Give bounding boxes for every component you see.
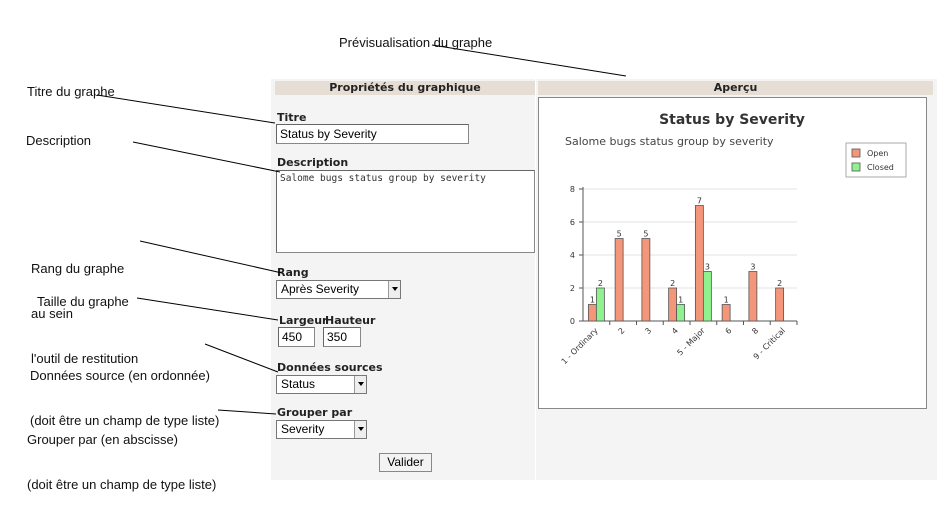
rank-select[interactable]: Après Severity bbox=[276, 280, 401, 299]
group-select-value: Severity bbox=[281, 422, 325, 436]
annotation-title: Titre du graphe bbox=[27, 84, 115, 99]
bar-open bbox=[775, 287, 785, 322]
group-label: Grouper par bbox=[277, 406, 353, 419]
y-tick-label: 4 bbox=[570, 251, 575, 260]
x-tick-label: 8 bbox=[750, 326, 760, 336]
rank-label: Rang bbox=[277, 266, 309, 279]
y-tick-label: 8 bbox=[570, 185, 575, 194]
leader-size bbox=[136, 297, 279, 321]
annotation-rank-line1: Rang du graphe bbox=[31, 261, 125, 276]
bar-closed bbox=[676, 304, 686, 322]
chevron-down-icon[interactable] bbox=[388, 281, 400, 298]
height-label: Hauteur bbox=[325, 314, 376, 327]
x-tick-label: 3 bbox=[643, 326, 653, 336]
group-select[interactable]: Severity bbox=[276, 420, 367, 439]
chevron-down-icon[interactable] bbox=[354, 376, 366, 393]
data-label: 5 bbox=[643, 230, 648, 239]
annotation-group-line1: Grouper par (en abscisse) bbox=[27, 432, 179, 447]
annotation-group: Grouper par (en abscisse) (doit être un … bbox=[27, 402, 216, 507]
data-label: 1 bbox=[590, 296, 595, 305]
bar-closed bbox=[702, 271, 712, 322]
x-tick-label: 4 bbox=[670, 326, 680, 336]
bar-open bbox=[614, 238, 624, 322]
x-tick-label: 1 - Ordinary bbox=[560, 326, 600, 366]
legend-swatch-closed bbox=[851, 162, 861, 172]
source-select[interactable]: Status bbox=[276, 375, 367, 394]
chart-title: Status by Severity bbox=[659, 112, 805, 128]
annotation-size: Taille du graphe bbox=[37, 294, 129, 309]
title-label: Titre bbox=[277, 111, 307, 124]
annotation-group-line2: (doit être un champ de type liste) bbox=[27, 477, 217, 492]
source-select-value: Status bbox=[281, 377, 316, 391]
x-tick-label: 6 bbox=[724, 326, 734, 336]
bar-open bbox=[721, 304, 731, 322]
annotation-description: Description bbox=[26, 133, 92, 148]
data-label: 2 bbox=[777, 279, 782, 288]
data-label: 3 bbox=[705, 263, 710, 272]
leader-description bbox=[132, 141, 281, 173]
annotation-rank-line3: l'outil de restitution bbox=[31, 351, 139, 366]
chart-subtitle: Salome bugs status group by severity bbox=[565, 135, 774, 148]
legend-swatch-open bbox=[851, 148, 861, 158]
leader-rank bbox=[139, 240, 283, 274]
y-tick-label: 0 bbox=[570, 317, 575, 326]
properties-panel bbox=[271, 79, 535, 480]
leader-group bbox=[217, 409, 277, 415]
leader-title bbox=[96, 94, 276, 124]
legend-label-closed: Closed bbox=[867, 163, 894, 172]
bar-closed bbox=[595, 287, 605, 322]
x-tick-label: 2 bbox=[617, 326, 627, 336]
data-label: 3 bbox=[750, 263, 755, 272]
annotation-rank: Rang du graphe au sein l'outil de restit… bbox=[31, 231, 138, 381]
bar-open bbox=[668, 287, 678, 322]
title-input[interactable]: Status by Severity bbox=[276, 124, 469, 144]
data-label: 1 bbox=[724, 296, 729, 305]
preview-header: Aperçu bbox=[538, 81, 933, 95]
chart-preview: Status by Severity Salome bugs status gro… bbox=[538, 97, 927, 409]
y-tick-label: 6 bbox=[570, 218, 575, 227]
data-label: 1 bbox=[678, 296, 683, 305]
source-label: Données sources bbox=[277, 361, 383, 374]
annotation-rank-line2: au sein bbox=[31, 306, 73, 321]
annotation-source: Données source (en ordonnée) (doit être … bbox=[30, 338, 219, 443]
properties-header: Propriétés du graphique bbox=[275, 81, 535, 95]
data-label: 2 bbox=[670, 279, 675, 288]
width-input[interactable]: 450 bbox=[278, 327, 315, 347]
chevron-down-icon[interactable] bbox=[354, 421, 366, 438]
data-label: 5 bbox=[617, 230, 622, 239]
description-label: Description bbox=[277, 156, 349, 169]
bar-open bbox=[694, 205, 704, 322]
rank-select-value: Après Severity bbox=[281, 282, 360, 296]
bar-open bbox=[641, 238, 651, 322]
annotation-source-line1: Données source (en ordonnée) bbox=[30, 368, 210, 383]
submit-button[interactable]: Valider bbox=[379, 453, 432, 472]
width-label: Largeur bbox=[279, 314, 328, 327]
data-label: 2 bbox=[598, 279, 603, 288]
bar-open bbox=[748, 271, 758, 322]
description-textarea[interactable]: Salome bugs status group by severity bbox=[276, 170, 535, 253]
annotation-source-line2: (doit être un champ de type liste) bbox=[30, 413, 220, 428]
x-tick-label: 5 - Major bbox=[675, 326, 707, 358]
legend-label-open: Open bbox=[867, 149, 888, 158]
data-label: 7 bbox=[697, 197, 702, 206]
y-tick-label: 2 bbox=[570, 284, 575, 293]
height-input[interactable]: 350 bbox=[323, 327, 361, 347]
bar-chart: Status by Severity Salome bugs status gro… bbox=[560, 112, 907, 366]
annotation-preview: Prévisualisation du graphe bbox=[339, 35, 493, 50]
bar-open bbox=[587, 304, 597, 322]
